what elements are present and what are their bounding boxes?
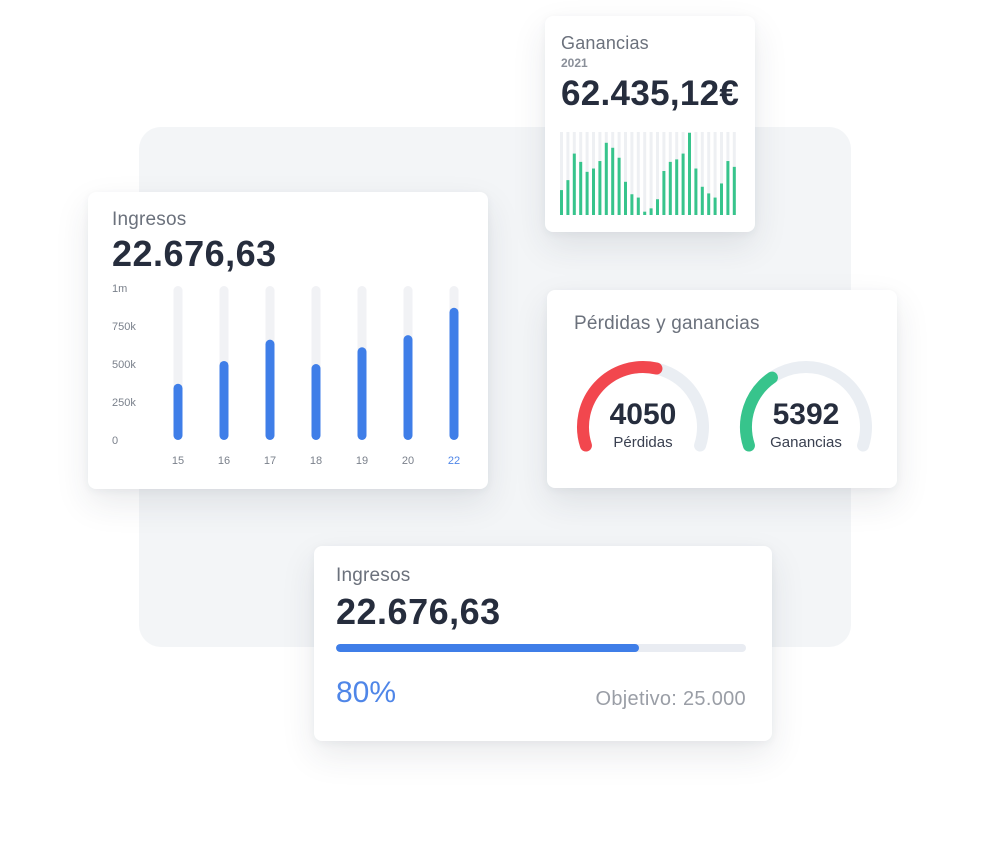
ganancias-title: Ganancias <box>561 33 649 53</box>
mini-bar <box>700 186 704 215</box>
ingresos-progress-value: 22.676,63 <box>336 591 501 632</box>
mini-bar <box>688 132 691 215</box>
x-tick-label: 19 <box>356 455 368 467</box>
mini-bar <box>624 181 627 215</box>
mini-bar <box>656 199 659 215</box>
mini-bar-track <box>700 132 704 215</box>
bar <box>173 383 183 440</box>
pyg-gauges: 4050 Pérdidas 5392 Ganancias <box>577 361 872 452</box>
ingresos-bars-card: 0 250k 500k 750k 1m 15 16 17 18 19 20 22 Ingresos 2… <box>88 192 488 489</box>
mini-bar-track <box>624 132 627 215</box>
gauge-fill <box>577 361 663 452</box>
gauge-label: Pérdidas <box>613 434 672 451</box>
mini-bar <box>720 183 723 215</box>
gauge-value: 5392 <box>773 398 840 431</box>
ganancias-card: Ganancias 2021 62.435,12€ <box>545 16 755 232</box>
mini-bar <box>713 197 717 215</box>
mini-bar <box>649 208 653 215</box>
x-tick-label: 18 <box>310 455 322 467</box>
x-tick-label: 17 <box>264 455 276 467</box>
ganancias-value: 62.435,12€ <box>561 74 740 113</box>
mini-bar-track <box>566 132 570 215</box>
mini-bar <box>681 153 685 215</box>
mini-bar-track <box>643 132 647 215</box>
mini-bar <box>611 147 615 215</box>
ingresos-progress-card: Ingresos 22.676,63 80% Objetivo: 25.000 <box>314 546 772 741</box>
progress-percent: 80% <box>336 676 397 709</box>
mini-bar <box>617 157 621 215</box>
x-tick-label: 20 <box>402 455 414 467</box>
bar <box>311 364 321 440</box>
pyg-title: Pérdidas y ganancias <box>574 313 760 334</box>
mini-bar <box>598 161 602 215</box>
bar <box>449 307 459 440</box>
bar <box>265 339 275 440</box>
gauge-label: Ganancias <box>770 434 842 451</box>
mini-bar-track <box>560 132 563 215</box>
ingresos-bars-title: Ingresos <box>112 209 187 230</box>
ingresos-progress-title: Ingresos <box>336 565 411 586</box>
x-tick-label: 15 <box>172 455 184 467</box>
progress-fill <box>336 644 640 652</box>
mini-bar-track <box>656 132 659 215</box>
mini-bar <box>579 161 583 215</box>
mini-bar <box>694 168 698 215</box>
progress-goal: Objetivo: 25.000 <box>595 688 746 710</box>
mini-bar <box>636 197 640 215</box>
bar <box>219 360 229 440</box>
mini-bar-track <box>636 132 640 215</box>
ingresos-bars-value: 22.676,63 <box>112 233 277 274</box>
mini-bar <box>630 194 634 215</box>
mini-bar <box>726 161 730 215</box>
mini-bar-track <box>707 132 711 215</box>
perdidas-ganancias-card: Pérdidas y ganancias 4050 Pérdidas 5392 Gan… <box>547 290 897 488</box>
gauge-fill <box>740 371 778 452</box>
mini-bar-track <box>630 132 634 215</box>
y-tick-label: 500k <box>112 359 136 371</box>
mini-bar <box>592 168 595 215</box>
y-tick-label: 0 <box>112 435 118 447</box>
mini-bar <box>675 159 679 215</box>
mini-bar-track <box>720 132 723 215</box>
mini-bar-track <box>713 132 717 215</box>
mini-bar <box>668 161 672 215</box>
x-tick-label: 16 <box>218 455 230 467</box>
bar <box>357 347 367 440</box>
mini-bar-track <box>649 132 653 215</box>
mini-bar <box>572 153 576 215</box>
x-tick-label: 22 <box>448 455 460 467</box>
mini-bar <box>643 211 647 215</box>
mini-bar <box>662 171 666 215</box>
ingresos-bar-chart: 0 250k 500k 750k 1m 15 16 17 18 19 20 22 <box>112 283 460 467</box>
mini-bar <box>604 142 608 215</box>
ganancias-year: 2021 <box>561 56 588 70</box>
mini-bar <box>707 193 711 215</box>
y-tick-label: 1m <box>112 283 127 295</box>
mini-bar <box>560 190 563 215</box>
gauge-value: 4050 <box>610 398 677 431</box>
y-tick-label: 250k <box>112 397 136 409</box>
mini-bar <box>585 171 589 215</box>
mini-bar <box>566 180 570 215</box>
mini-bar <box>732 166 736 215</box>
progress-track <box>336 644 746 652</box>
ganancias-bar-chart <box>560 132 736 215</box>
bar <box>403 335 413 440</box>
y-tick-label: 750k <box>112 321 136 333</box>
